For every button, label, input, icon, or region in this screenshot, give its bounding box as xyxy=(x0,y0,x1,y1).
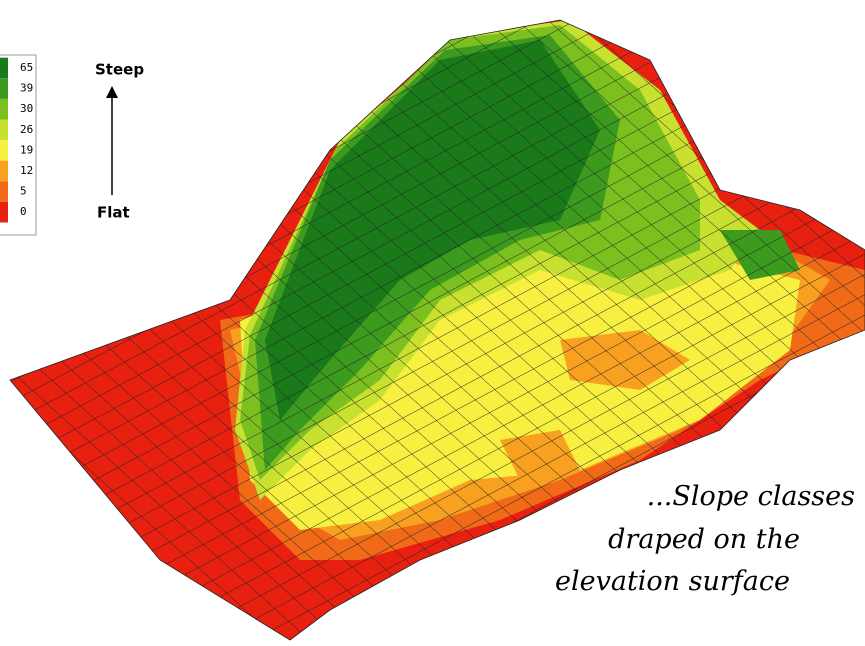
figure: 65 39 30 26 19 12 5 0 Steep Flat ...Slope class… xyxy=(0,0,865,646)
arrow-head xyxy=(106,86,118,98)
legend-swatch xyxy=(0,78,8,99)
legend-swatch xyxy=(0,202,8,223)
caption-line: elevation surface xyxy=(555,566,790,597)
legend-label: 39 xyxy=(20,82,33,95)
legend-label: 65 xyxy=(20,61,33,74)
legend-swatch xyxy=(0,99,8,120)
legend-swatch xyxy=(0,58,8,79)
legend-swatch xyxy=(0,161,8,182)
legend-swatch xyxy=(0,181,8,202)
page: 65 39 30 26 19 12 5 0 Steep Flat ...Slope class… xyxy=(0,0,865,646)
legend-label: 0 xyxy=(20,205,27,218)
caption-line: ...Slope classes xyxy=(647,481,855,512)
legend: 65 39 30 26 19 12 5 0 xyxy=(0,55,36,235)
legend-swatch xyxy=(0,140,8,161)
legend-swatch xyxy=(0,120,8,141)
steep-label: Steep xyxy=(95,61,144,79)
legend-label: 26 xyxy=(20,123,33,136)
legend-label: 5 xyxy=(20,185,27,198)
legend-label: 12 xyxy=(20,164,33,177)
caption-line: draped on the xyxy=(608,524,800,555)
legend-label: 19 xyxy=(20,143,33,156)
legend-label: 30 xyxy=(20,102,33,115)
flat-label: Flat xyxy=(97,204,130,222)
